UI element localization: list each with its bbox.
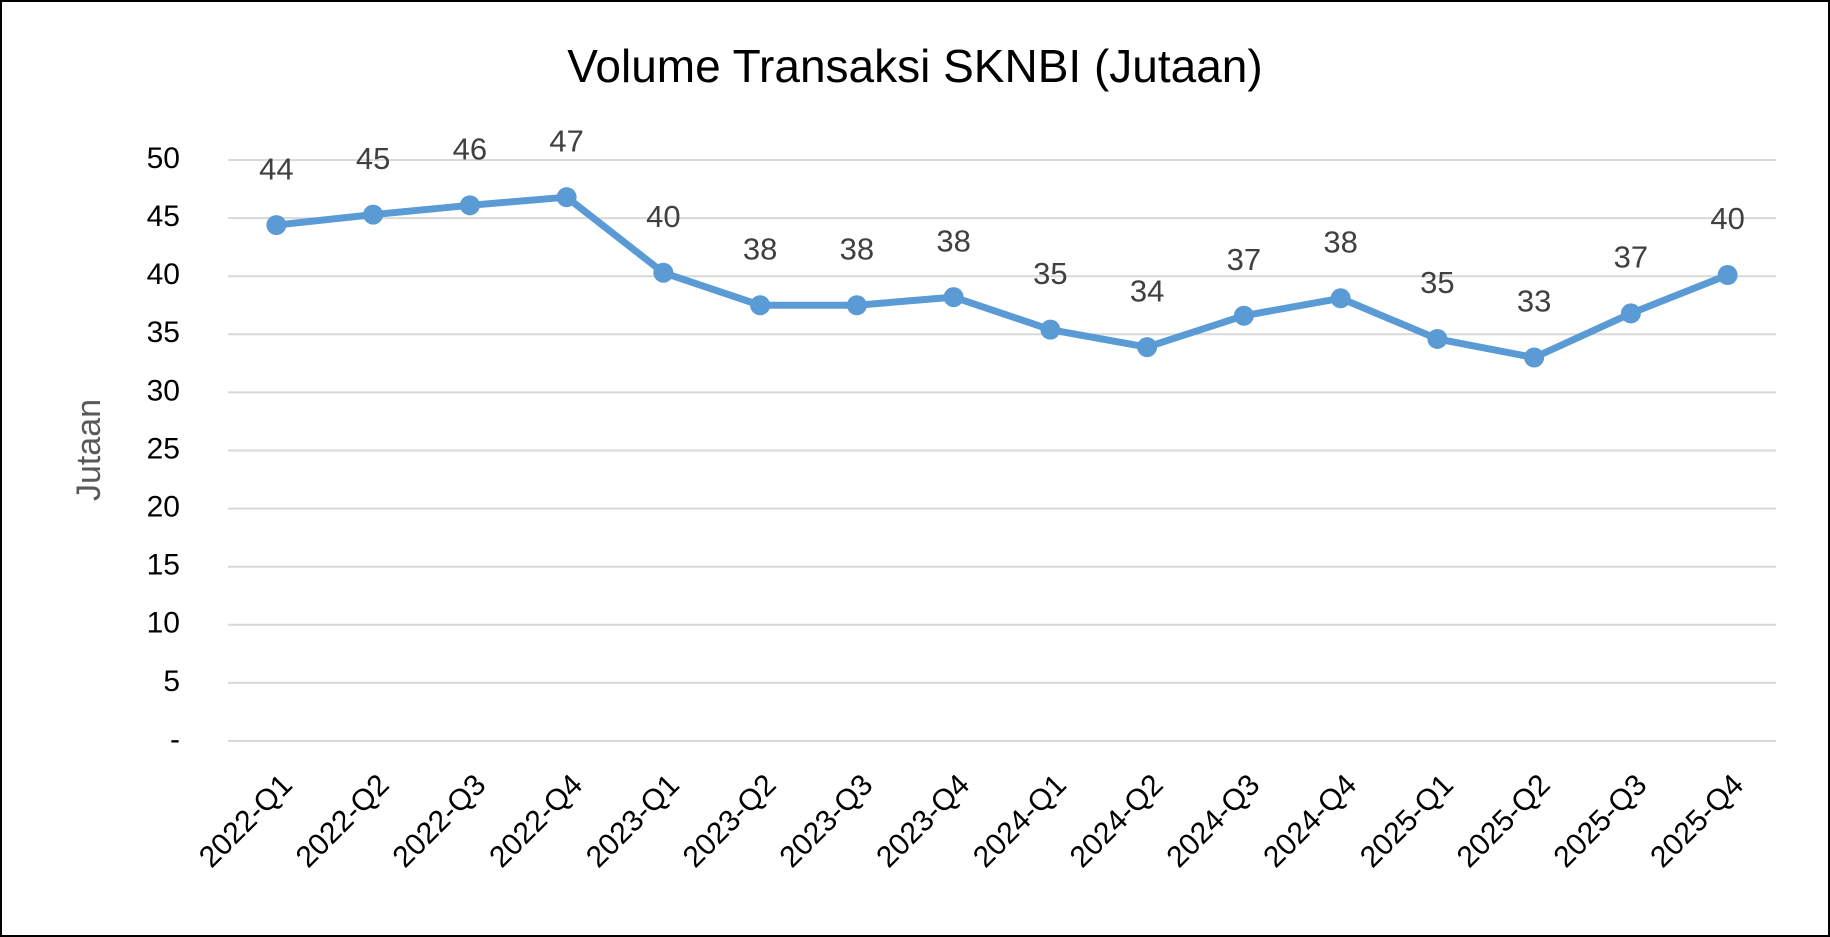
marker [556,187,577,208]
marker [266,215,287,236]
data-label: 47 [549,123,583,158]
y-tick-label: 15 [147,549,180,582]
marker [1233,305,1254,326]
marker [846,295,867,316]
y-tick-label: 50 [147,142,180,175]
y-tick-label: 10 [147,607,180,640]
data-label: 38 [743,231,777,266]
marker [1717,265,1738,286]
marker [1524,347,1545,368]
data-label: 35 [1420,265,1454,300]
marker [943,287,964,308]
data-label: 45 [356,141,390,176]
data-label: 44 [259,151,293,186]
marker [1620,303,1641,324]
y-tick-label: 30 [147,374,180,407]
data-label: 37 [1614,240,1648,275]
y-tick-label: 35 [147,316,180,349]
marker [750,295,771,316]
y-tick-label: 40 [147,258,180,291]
marker [1040,319,1061,340]
y-tick-label: - [170,723,180,756]
marker [1137,337,1158,358]
y-tick-label: 45 [147,200,180,233]
data-label: 34 [1130,273,1164,308]
data-label: 40 [1710,201,1744,236]
chart-title: Volume Transaksi SKNBI (Jutaan) [567,40,1262,92]
marker [1427,328,1448,349]
y-tick-label: 5 [163,665,180,698]
y-axis-label: Jutaan [70,399,108,501]
data-label: 46 [453,132,487,167]
data-label: 33 [1517,284,1551,319]
line [275,193,1729,362]
marker [363,204,384,225]
marker [1330,288,1351,309]
y-tick-label: 20 [147,491,180,524]
data-label: 38 [936,223,970,258]
marker [653,262,674,283]
marker [459,195,480,216]
y-tick-label: 25 [147,432,180,465]
data-label: 38 [1323,224,1357,259]
data-label: 38 [840,231,874,266]
data-label: 40 [646,199,680,234]
data-label: 35 [1033,256,1067,291]
data-label: 37 [1227,242,1261,277]
